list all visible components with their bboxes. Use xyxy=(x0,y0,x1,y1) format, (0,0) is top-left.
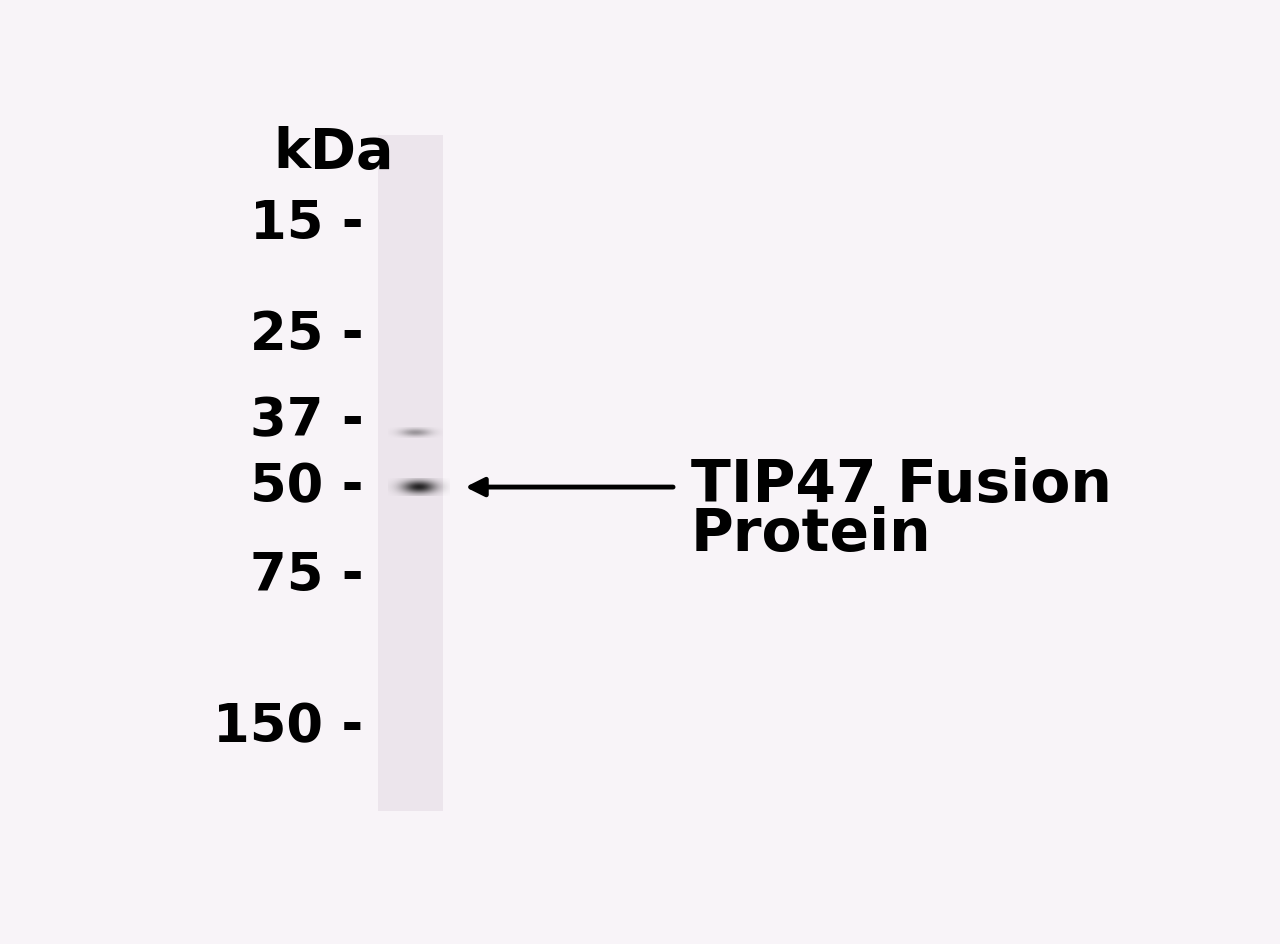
Text: 15 -: 15 - xyxy=(250,197,364,250)
Text: 50 -: 50 - xyxy=(250,461,364,513)
Text: Protein: Protein xyxy=(691,506,932,563)
Text: 37 -: 37 - xyxy=(250,396,364,447)
Text: kDa: kDa xyxy=(274,126,394,180)
Text: TIP47 Fusion: TIP47 Fusion xyxy=(691,457,1111,514)
Text: 150 -: 150 - xyxy=(212,701,364,753)
Text: 75 -: 75 - xyxy=(250,549,364,601)
Text: 25 -: 25 - xyxy=(250,310,364,362)
Bar xyxy=(379,135,443,811)
